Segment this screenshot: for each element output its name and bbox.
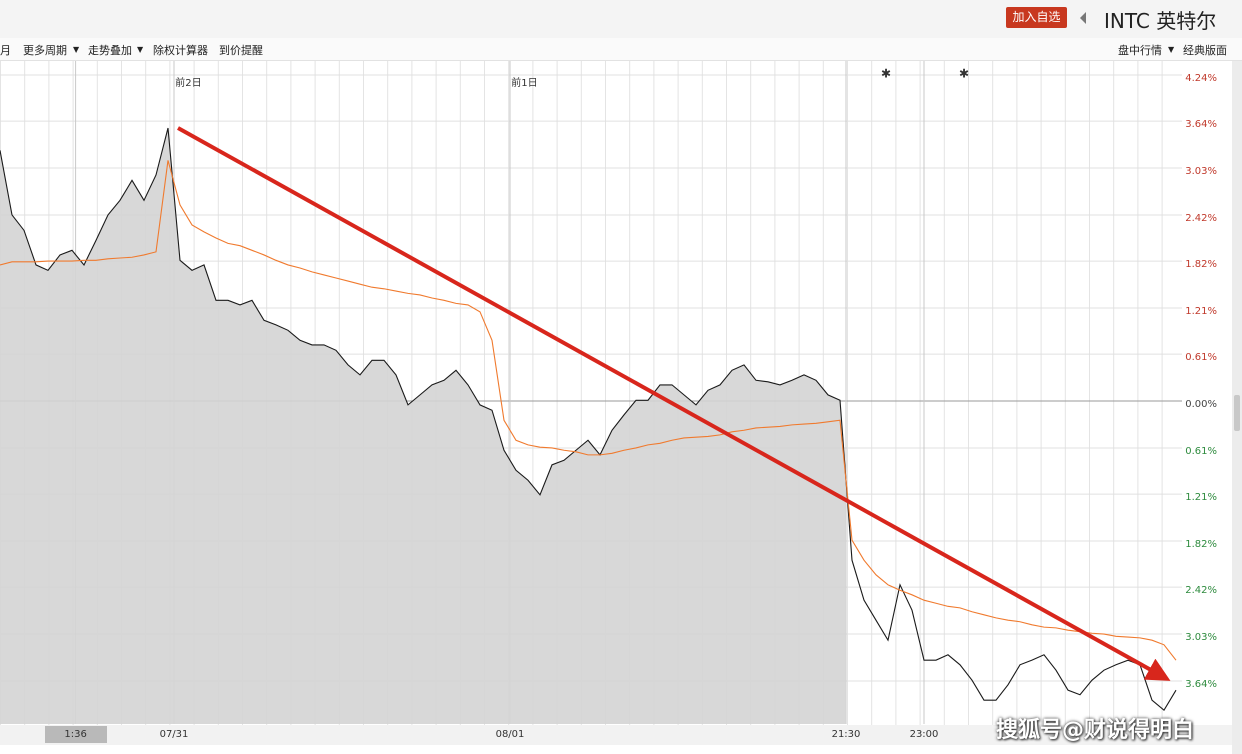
y-tick-label: 1.82% bbox=[1185, 539, 1217, 550]
dropdown-icon[interactable]: ▼ bbox=[1168, 45, 1175, 54]
chart: 4.24% 3.64% 3.03% 2.42% 1.82% 1.21% 0.61% 0.00%… bbox=[0, 61, 1242, 754]
x-axis-bar bbox=[0, 725, 1232, 745]
dropdown-icon[interactable]: ▼ bbox=[137, 45, 144, 54]
y-tick-label: 0.61% bbox=[1185, 352, 1217, 363]
star-icon: ✱ bbox=[881, 67, 891, 81]
y-tick-label: 3.03% bbox=[1185, 166, 1217, 177]
y-tick-label: 3.03% bbox=[1185, 632, 1217, 643]
add-watchlist-button[interactable]: 加入自选 bbox=[1006, 7, 1067, 28]
average-line bbox=[0, 160, 1177, 661]
price-area bbox=[0, 128, 846, 724]
y-tick-label: 0.61% bbox=[1185, 446, 1217, 457]
crosshair-label-box bbox=[45, 726, 107, 743]
toolbar-item[interactable]: 到价提醒 bbox=[219, 44, 263, 57]
toolbar: 月 更多周期 ▼ 走势叠加 ▼ 除权计算器 到价提醒 盘中行情 ▼ 经典版面 bbox=[0, 38, 1242, 61]
price-line bbox=[0, 127, 1177, 711]
day-label: 前2日 bbox=[175, 76, 201, 89]
side-handle[interactable] bbox=[1234, 395, 1240, 431]
y-tick-label: 1.21% bbox=[1185, 492, 1217, 503]
y-tick-label: 1.21% bbox=[1185, 306, 1217, 317]
toolbar-item[interactable]: 更多周期 bbox=[23, 44, 67, 57]
y-tick-label: 2.42% bbox=[1185, 585, 1217, 596]
toolbar-item[interactable]: 盘中行情 bbox=[1118, 44, 1162, 57]
toolbar-item[interactable]: 月 bbox=[0, 44, 11, 57]
toolbar-item[interactable]: 除权计算器 bbox=[153, 44, 208, 57]
toolbar-item[interactable]: 经典版面 bbox=[1183, 44, 1227, 57]
y-tick-label: 1.82% bbox=[1185, 259, 1217, 270]
x-tick-label: 08/01 bbox=[496, 729, 525, 740]
toolbar-item[interactable]: 走势叠加 bbox=[88, 44, 132, 57]
back-icon[interactable] bbox=[1078, 11, 1088, 25]
y-tick-label: 2.42% bbox=[1185, 213, 1217, 224]
trend-arrow bbox=[177, 126, 1171, 681]
watermark: 搜狐号@财说得明白 bbox=[996, 718, 1195, 743]
stock-title: INTC 英特尔 bbox=[1104, 9, 1217, 33]
x-tick-label: 23:00 bbox=[910, 729, 939, 740]
y-tick-label: 3.64% bbox=[1185, 119, 1217, 130]
x-tick-label: 21:30 bbox=[832, 729, 861, 740]
day-label: 前1日 bbox=[511, 76, 537, 89]
x-tick-label: 07/31 bbox=[160, 729, 189, 740]
top-bar: 加入自选 INTC 英特尔 bbox=[0, 0, 1242, 38]
y-tick-label: 3.64% bbox=[1185, 679, 1217, 690]
y-tick-label: 0.00% bbox=[1185, 399, 1217, 410]
star-icon: ✱ bbox=[959, 67, 969, 81]
y-tick-label: 4.24% bbox=[1185, 73, 1217, 84]
dropdown-icon[interactable]: ▼ bbox=[73, 45, 80, 54]
x-tick-label: 1:36 bbox=[64, 729, 86, 740]
